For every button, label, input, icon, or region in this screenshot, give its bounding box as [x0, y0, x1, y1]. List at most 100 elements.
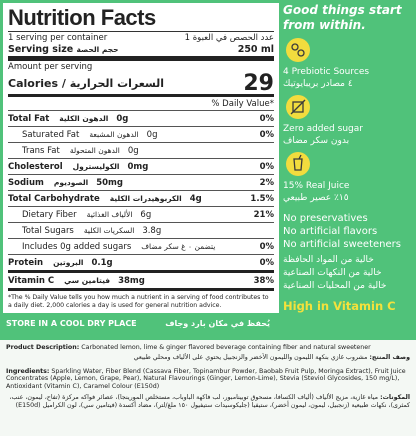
nutrient-row: Dietary Fiber الألياف الغذائية 6g 21%	[8, 206, 274, 222]
nutrient-amount: 4g	[189, 193, 202, 204]
product-info: Product Description: Carbonated lemon, l…	[0, 340, 416, 436]
nutrient-amount: 6g	[140, 209, 152, 220]
nutrient-amount: 50mg	[96, 177, 123, 188]
nutrient-arabic: الدهون المشبعة	[89, 130, 139, 139]
nutrient-row: Saturated Fat الدهون المشبعة 0g 0%	[8, 126, 274, 142]
nutrient-arabic: يتضمن ٠ غ سكر مضاف	[141, 242, 216, 251]
feature: 4 Prebiotic Sources	[283, 67, 370, 77]
free-from-item-arabic: خالية من المواد الحافظة	[283, 255, 374, 265]
servings-arabic: عدد الحصص في العبوة 1	[184, 32, 274, 43]
amount-per-serving: Amount per serving	[8, 61, 93, 72]
description: Carbonated lemon, lime & ginger flavored…	[81, 344, 371, 351]
serving-size-label: Serving size	[8, 44, 74, 55]
nutrient-row: Vitamin C فيتامين سي 38mg 38%	[8, 273, 274, 288]
nutrient-row: Total Carbohydrate الكربوهيدرات الكلية 4g 1…	[8, 190, 274, 206]
daily-value: 0%	[259, 113, 274, 124]
nutrient-arabic: فيتامين سي	[64, 276, 111, 285]
nutrient-row: Includes 0g added sugars يتضمن ٠ غ سكر مض…	[8, 238, 274, 254]
icon-prebiotic	[286, 38, 310, 62]
daily-value: 0%	[259, 257, 274, 268]
nutrient-amount: 0.1g	[91, 257, 113, 268]
nutrient-arabic: الصوديوم	[53, 178, 89, 187]
serving-size: 250 ml	[237, 44, 274, 55]
nutrient-arabic: السكريات الكلية	[83, 226, 135, 235]
claims: Good things start from within. 4 Prebiot…	[283, 3, 413, 313]
ingredients-arabic: مياه غازية، مزيج الألياف (ألياف الكسافا،…	[9, 393, 410, 409]
servings: 1 serving per container	[8, 32, 108, 43]
nutrient-row: Protein البروتين 0.1g 0%	[8, 254, 274, 270]
nutrient-label: Total Fat	[8, 113, 50, 124]
rule	[8, 56, 274, 61]
storage: STORE IN A COOL DRY PLACE يُحفظ في مكان ب…	[6, 319, 270, 328]
dv-header: % Daily Value*	[211, 98, 274, 109]
description-label: Product Description:	[6, 344, 80, 351]
nutrient-row: Total Sugars السكريات الكلية 3.8g	[8, 222, 274, 238]
nutrient-amount: 0g	[146, 129, 158, 140]
nutrient-amount: 0mg	[127, 161, 149, 172]
free-from: No preservatives No artificial flavors No …	[283, 212, 413, 251]
nutrient-amount: 38mg	[118, 275, 145, 286]
tagline: Good things start from within.	[283, 3, 402, 32]
nutrient-label: Sodium	[8, 177, 44, 188]
nutrient-arabic: الكربوهيدرات الكلية	[109, 194, 182, 203]
feature: Zero added sugar	[283, 124, 363, 134]
nutrient-row: Trans Fat الدهون المتحولة 0g	[8, 142, 274, 158]
rule	[8, 94, 274, 97]
nutrient-label: Total Sugars	[22, 225, 74, 236]
daily-value: 0%	[259, 161, 274, 172]
nutrient-rows: Total Fat الدهون الكلية 0g 0% Saturated Fat ا…	[8, 110, 274, 288]
nutrient-row: Sodium الصوديوم 50mg 2%	[8, 174, 274, 190]
free-from-item: No artificial flavors	[283, 226, 378, 237]
daily-value: 2%	[259, 177, 274, 188]
rule	[8, 288, 274, 291]
nutrient-arabic: الدهون الكلية	[59, 114, 109, 123]
ingredients-label: Ingredients:	[6, 367, 50, 375]
daily-value: 1.5%	[250, 193, 274, 204]
feature-arabic: ٤ مصادر بريبايوتيك	[283, 79, 353, 89]
nutrient-arabic: الكوليسترول	[72, 162, 120, 171]
ingredients: Sparkling Water, Fiber Blend (Cassava Fi…	[6, 367, 406, 391]
rule	[8, 31, 274, 32]
nutrient-arabic: البروتين	[53, 258, 84, 267]
feature-arabic: ١٥٪ عصير طبيعي	[283, 193, 349, 203]
feature-arabic: بدون سكر مضاف	[283, 136, 350, 146]
nutrient-arabic: الألياف الغذائية	[86, 210, 133, 219]
description-label-arabic: وصف المنتج:	[369, 353, 410, 361]
nutrient-arabic: الدهون المتحولة	[69, 146, 120, 155]
free-from-item-arabic: خالية من المحليات الصناعية	[283, 281, 387, 291]
nutrient-amount: 0g	[127, 145, 139, 156]
calories-label: Calories / السعرات الحرارية	[8, 76, 165, 90]
footnote: *The % Daily Value tells you how much a …	[8, 294, 269, 309]
feature: 15% Real Juice	[283, 181, 350, 191]
icon-juice	[286, 152, 310, 176]
nutrient-row: Total Fat الدهون الكلية 0g 0%	[8, 110, 274, 126]
nutrient-amount: 3.8g	[142, 225, 162, 236]
daily-value: 0%	[259, 129, 274, 140]
calories: 29	[243, 70, 274, 96]
free-from-item: No artificial sweeteners	[283, 239, 401, 250]
nutrient-label: Trans Fat	[22, 145, 60, 156]
storage-ar: يُحفظ في مكان بارد وجاف	[165, 319, 270, 328]
serving-size-arabic: حجم الحصة	[76, 45, 119, 54]
rule	[8, 270, 274, 273]
description-arabic: مشروب غازي بنكهة الليمون والليمون الأخضر…	[133, 353, 368, 361]
icon-sugar	[286, 95, 310, 119]
daily-value: 38%	[253, 275, 274, 286]
nutrient-label: Protein	[8, 257, 44, 268]
ingredients-label-arabic: المكونات:	[380, 393, 410, 401]
nutrient-row: Cholesterol الكوليسترول 0mg 0%	[8, 158, 274, 174]
nutrient-label: Dietary Fiber	[22, 209, 77, 220]
nutrition-panel: Nutrition Facts 1 serving per container ع…	[3, 3, 279, 313]
free-from-arabic: خالية من المواد الحافظة خالية من النكهات …	[283, 254, 413, 293]
nutrient-amount: 0g	[116, 113, 129, 124]
nutrient-label: Cholesterol	[8, 161, 63, 172]
panel-title: Nutrition Facts	[8, 5, 156, 30]
free-from-item: No preservatives	[283, 213, 368, 224]
daily-value: 21%	[253, 209, 274, 220]
daily-value: 0%	[259, 241, 274, 252]
storage-en: STORE IN A COOL DRY PLACE	[6, 319, 137, 328]
nutrient-label: Vitamin C	[8, 275, 55, 286]
nutrient-label: Includes 0g added sugars	[22, 241, 132, 252]
highlight: High in Vitamin C	[283, 299, 396, 313]
